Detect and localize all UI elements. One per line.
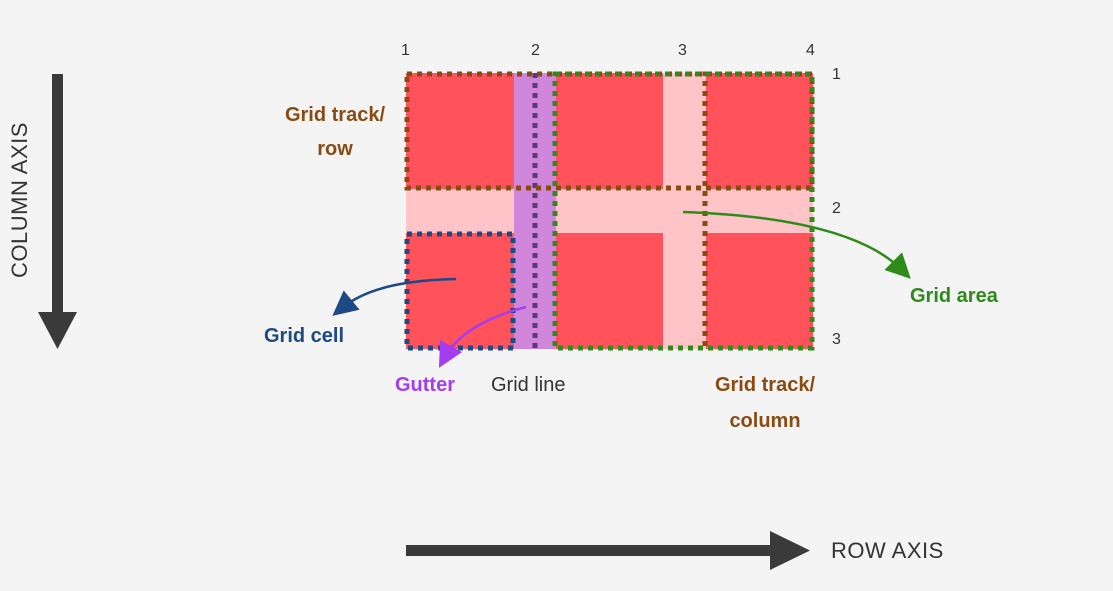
column-axis-arrowhead bbox=[38, 312, 77, 349]
grid-cell-r1c3 bbox=[706, 73, 813, 189]
grid-line-label: Grid line bbox=[491, 374, 566, 396]
grid-cell-r2c1 bbox=[406, 233, 514, 349]
grid-cell-label: Grid cell bbox=[264, 325, 345, 347]
grid-area-outline bbox=[552, 71, 815, 351]
row-axis-label: ROW AXIS bbox=[831, 538, 944, 563]
row-axis-shaft bbox=[406, 545, 774, 556]
column-line-number-4: 4 bbox=[806, 42, 815, 59]
grid-track-row-label: Grid track/ row bbox=[279, 103, 391, 161]
grid-area-arrow bbox=[682, 210, 911, 279]
column-line-number-1: 1 bbox=[401, 42, 410, 59]
column-line-number-2: 2 bbox=[531, 42, 540, 59]
row-line-number-3: 3 bbox=[832, 331, 841, 348]
grid-cell-r1c2 bbox=[556, 73, 663, 189]
row-line-number-1: 1 bbox=[832, 66, 841, 83]
grid-area-label: Grid area bbox=[910, 285, 998, 307]
gutter-label: Gutter bbox=[395, 374, 455, 396]
column-line-number-3: 3 bbox=[678, 42, 687, 59]
grid-cell-r2c3 bbox=[706, 233, 813, 349]
row-line-number-2: 2 bbox=[832, 200, 841, 217]
row-axis-arrowhead bbox=[770, 531, 810, 570]
grid-track-column-label: Grid track/ column bbox=[703, 373, 827, 433]
grid-cell-r2c2 bbox=[556, 233, 663, 349]
grid-cell-arrow bbox=[332, 277, 457, 316]
grid-track-row-label-line2: row bbox=[317, 138, 353, 160]
grid-track-row-label-line1: Grid track/ bbox=[284, 104, 386, 126]
grid-cell-r1c1 bbox=[406, 73, 514, 189]
grid-track-column-label-line2: column bbox=[729, 410, 801, 432]
column-axis-label: COLUMN AXIS bbox=[7, 122, 32, 278]
grid-track-column-label-line1: Grid track/ bbox=[714, 374, 816, 396]
column-axis-shaft bbox=[52, 74, 63, 319]
gutter-arrow bbox=[438, 305, 527, 368]
